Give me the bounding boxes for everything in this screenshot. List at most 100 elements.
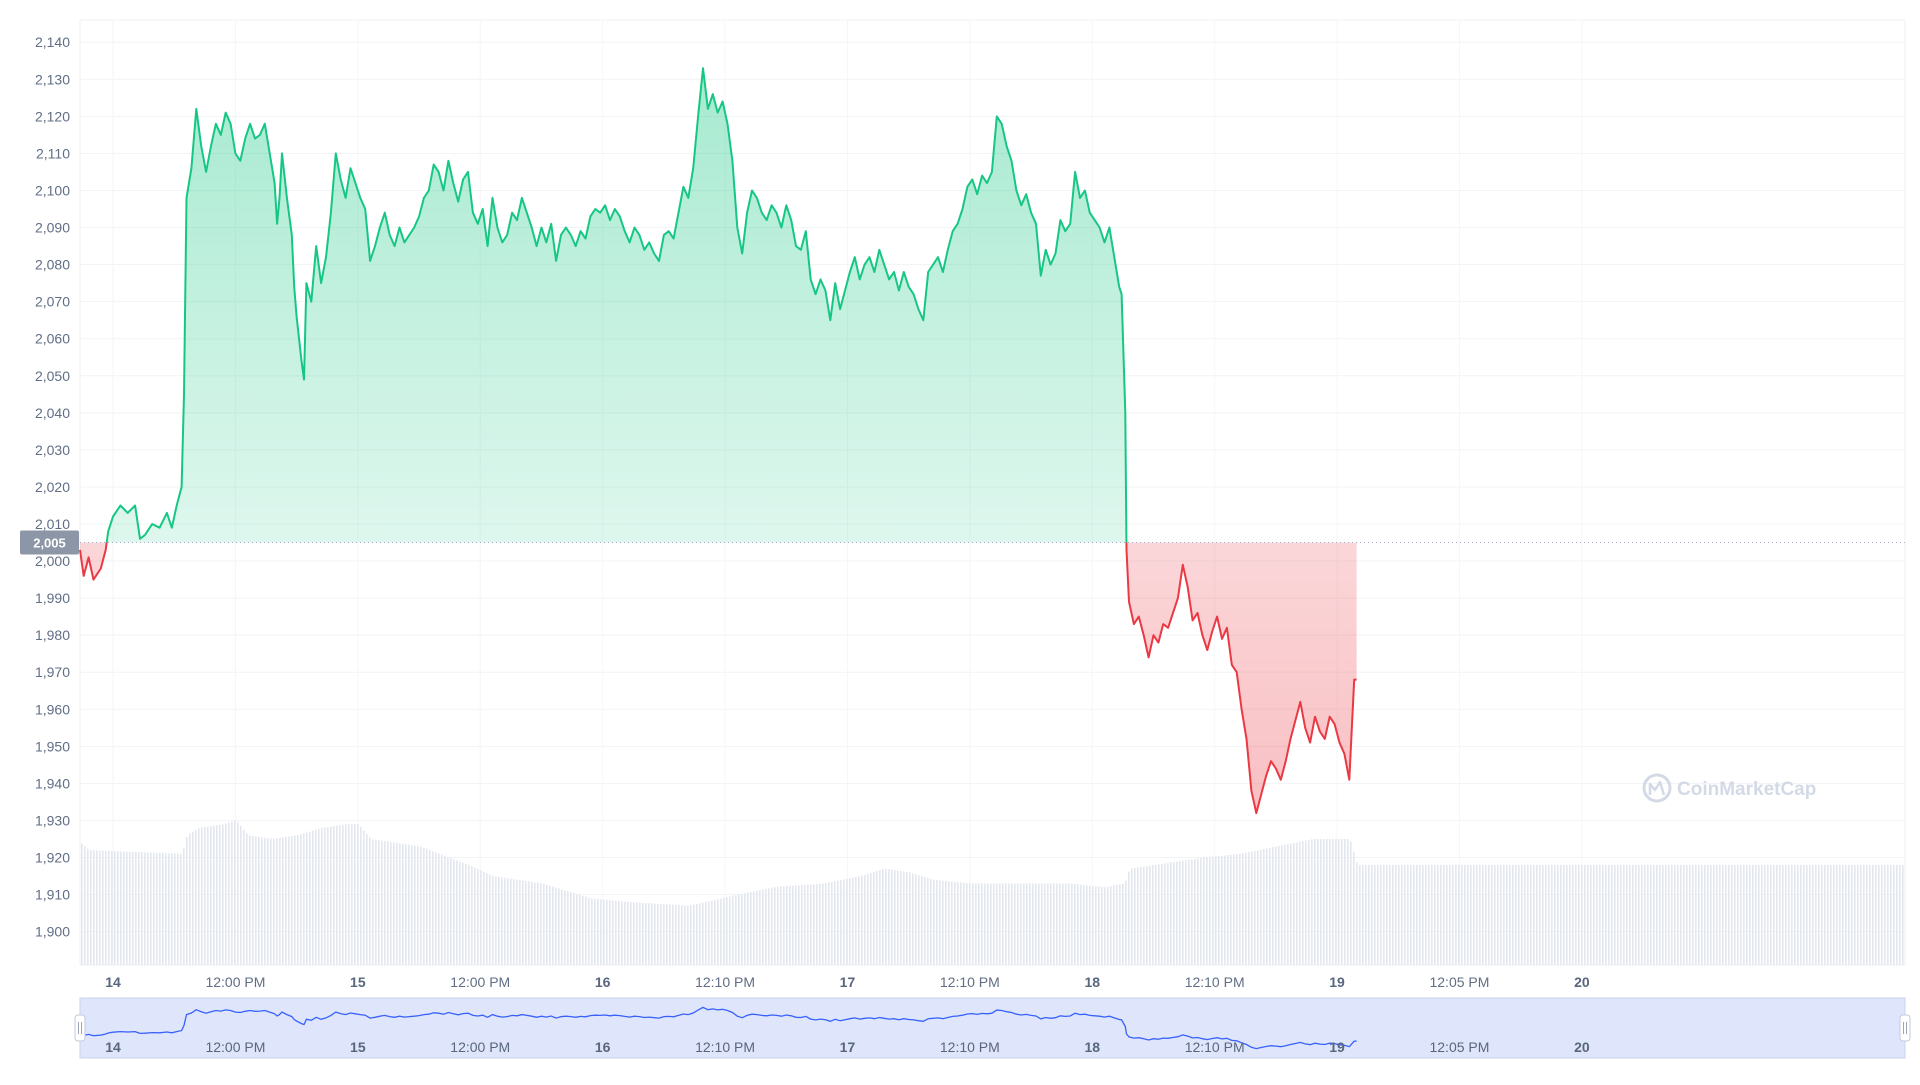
- volume-bar: [891, 869, 893, 965]
- volume-bar: [1422, 864, 1424, 965]
- volume-bar: [735, 895, 737, 965]
- volume-bar: [1785, 864, 1787, 965]
- volume-bar: [1116, 884, 1118, 965]
- volume-bar: [1419, 864, 1421, 965]
- volume-bar: [225, 823, 227, 965]
- x-tick-label: 12:10 PM: [1185, 974, 1245, 990]
- volume-bar: [1302, 841, 1304, 965]
- volume-bar: [1296, 842, 1298, 965]
- volume-bar: [846, 878, 848, 965]
- volume-bar: [1449, 864, 1451, 965]
- volume-bar: [1404, 864, 1406, 965]
- volume-bar: [450, 858, 452, 965]
- volume-bar: [1224, 855, 1226, 965]
- volume-bar: [1479, 864, 1481, 965]
- volume-bar: [1827, 864, 1829, 965]
- volume-bar: [255, 836, 257, 965]
- volume-bar: [1023, 883, 1025, 965]
- volume-bar: [468, 864, 470, 965]
- navigator-tick-label: 18: [1084, 1039, 1100, 1055]
- volume-bar: [990, 883, 992, 965]
- x-tick-label: 12:05 PM: [1429, 974, 1489, 990]
- y-tick-label: 2,120: [35, 108, 70, 124]
- volume-bar: [1545, 864, 1547, 965]
- y-tick-label: 1,930: [35, 812, 70, 828]
- volume-bar: [1143, 866, 1145, 965]
- volume-bar: [594, 898, 596, 965]
- volume-bar: [1806, 864, 1808, 965]
- volume-bar: [180, 853, 182, 965]
- volume-bar: [930, 878, 932, 965]
- volume-bar: [873, 872, 875, 965]
- volume-bar: [1890, 864, 1892, 965]
- volume-bar: [690, 905, 692, 965]
- volume-bar: [957, 882, 959, 965]
- navigator-right-handle[interactable]: [1899, 1014, 1911, 1042]
- volume-bar: [1602, 864, 1604, 965]
- volume-bar: [249, 835, 251, 965]
- volume-bar: [1671, 864, 1673, 965]
- volume-bar: [1551, 864, 1553, 965]
- volume-bar: [1194, 858, 1196, 965]
- volume-bar: [897, 870, 899, 965]
- volume-bar: [768, 888, 770, 965]
- volume-bar: [1659, 864, 1661, 965]
- volume-bar: [786, 886, 788, 965]
- volume-bar: [1245, 852, 1247, 965]
- volume-bar: [1092, 885, 1094, 965]
- volume-bar: [360, 826, 362, 965]
- y-tick-label: 2,060: [35, 331, 70, 347]
- volume-bar: [843, 879, 845, 965]
- volume-bar: [1590, 864, 1592, 965]
- volume-bar: [408, 844, 410, 965]
- volume-bar: [948, 881, 950, 965]
- x-tick-label: 12:00 PM: [450, 974, 510, 990]
- price-area: [80, 68, 1357, 814]
- volume-bar: [777, 886, 779, 965]
- volume-bar: [1002, 883, 1004, 965]
- volume-bar: [1668, 864, 1670, 965]
- x-tick-label: 17: [840, 974, 856, 990]
- volume-bar: [366, 834, 368, 965]
- navigator-tick-label: 12:10 PM: [695, 1039, 755, 1055]
- range-navigator[interactable]: 14 12:00 PM 15 12:00 PM 16 12:10 PM 17 12:10 PM…: [74, 997, 1911, 1059]
- y-tick-label: 1,950: [35, 738, 70, 754]
- volume-bar: [153, 852, 155, 965]
- volume-bar: [1863, 864, 1865, 965]
- volume-bar: [1749, 864, 1751, 965]
- volume-bar: [1593, 864, 1595, 965]
- volume-bar: [1293, 842, 1295, 965]
- volume-bar: [960, 882, 962, 965]
- volume-bar: [1713, 864, 1715, 965]
- volume-bar: [1230, 854, 1232, 965]
- volume-bar: [1830, 864, 1832, 965]
- volume-bar: [624, 901, 626, 965]
- volume-bar: [1698, 864, 1700, 965]
- volume-bar: [1488, 864, 1490, 965]
- volume-bar: [1752, 864, 1754, 965]
- volume-bar: [1875, 864, 1877, 965]
- volume-bar: [546, 884, 548, 965]
- volume-bar: [1524, 864, 1526, 965]
- volume-bar: [486, 873, 488, 965]
- volume-bar: [522, 880, 524, 965]
- volume-bar: [1491, 864, 1493, 965]
- volume-bar: [1683, 864, 1685, 965]
- volume-bar: [678, 905, 680, 965]
- volume-bar: [1506, 864, 1508, 965]
- volume-bar: [1764, 864, 1766, 965]
- volume-bar: [501, 877, 503, 965]
- volume-bar: [1392, 864, 1394, 965]
- volume-bar: [861, 875, 863, 965]
- volume-bar: [1212, 856, 1214, 965]
- volume-bar: [906, 871, 908, 965]
- volume-bar: [1527, 864, 1529, 965]
- volume-bar: [219, 824, 221, 965]
- volume-bar: [1716, 864, 1718, 965]
- navigator-left-handle[interactable]: [74, 1014, 86, 1042]
- volume-bar: [1200, 857, 1202, 965]
- volume-bar: [1356, 862, 1358, 965]
- reference-line: 2,005: [20, 530, 1905, 555]
- volume-bar: [1011, 883, 1013, 965]
- volume-bar: [1611, 864, 1613, 965]
